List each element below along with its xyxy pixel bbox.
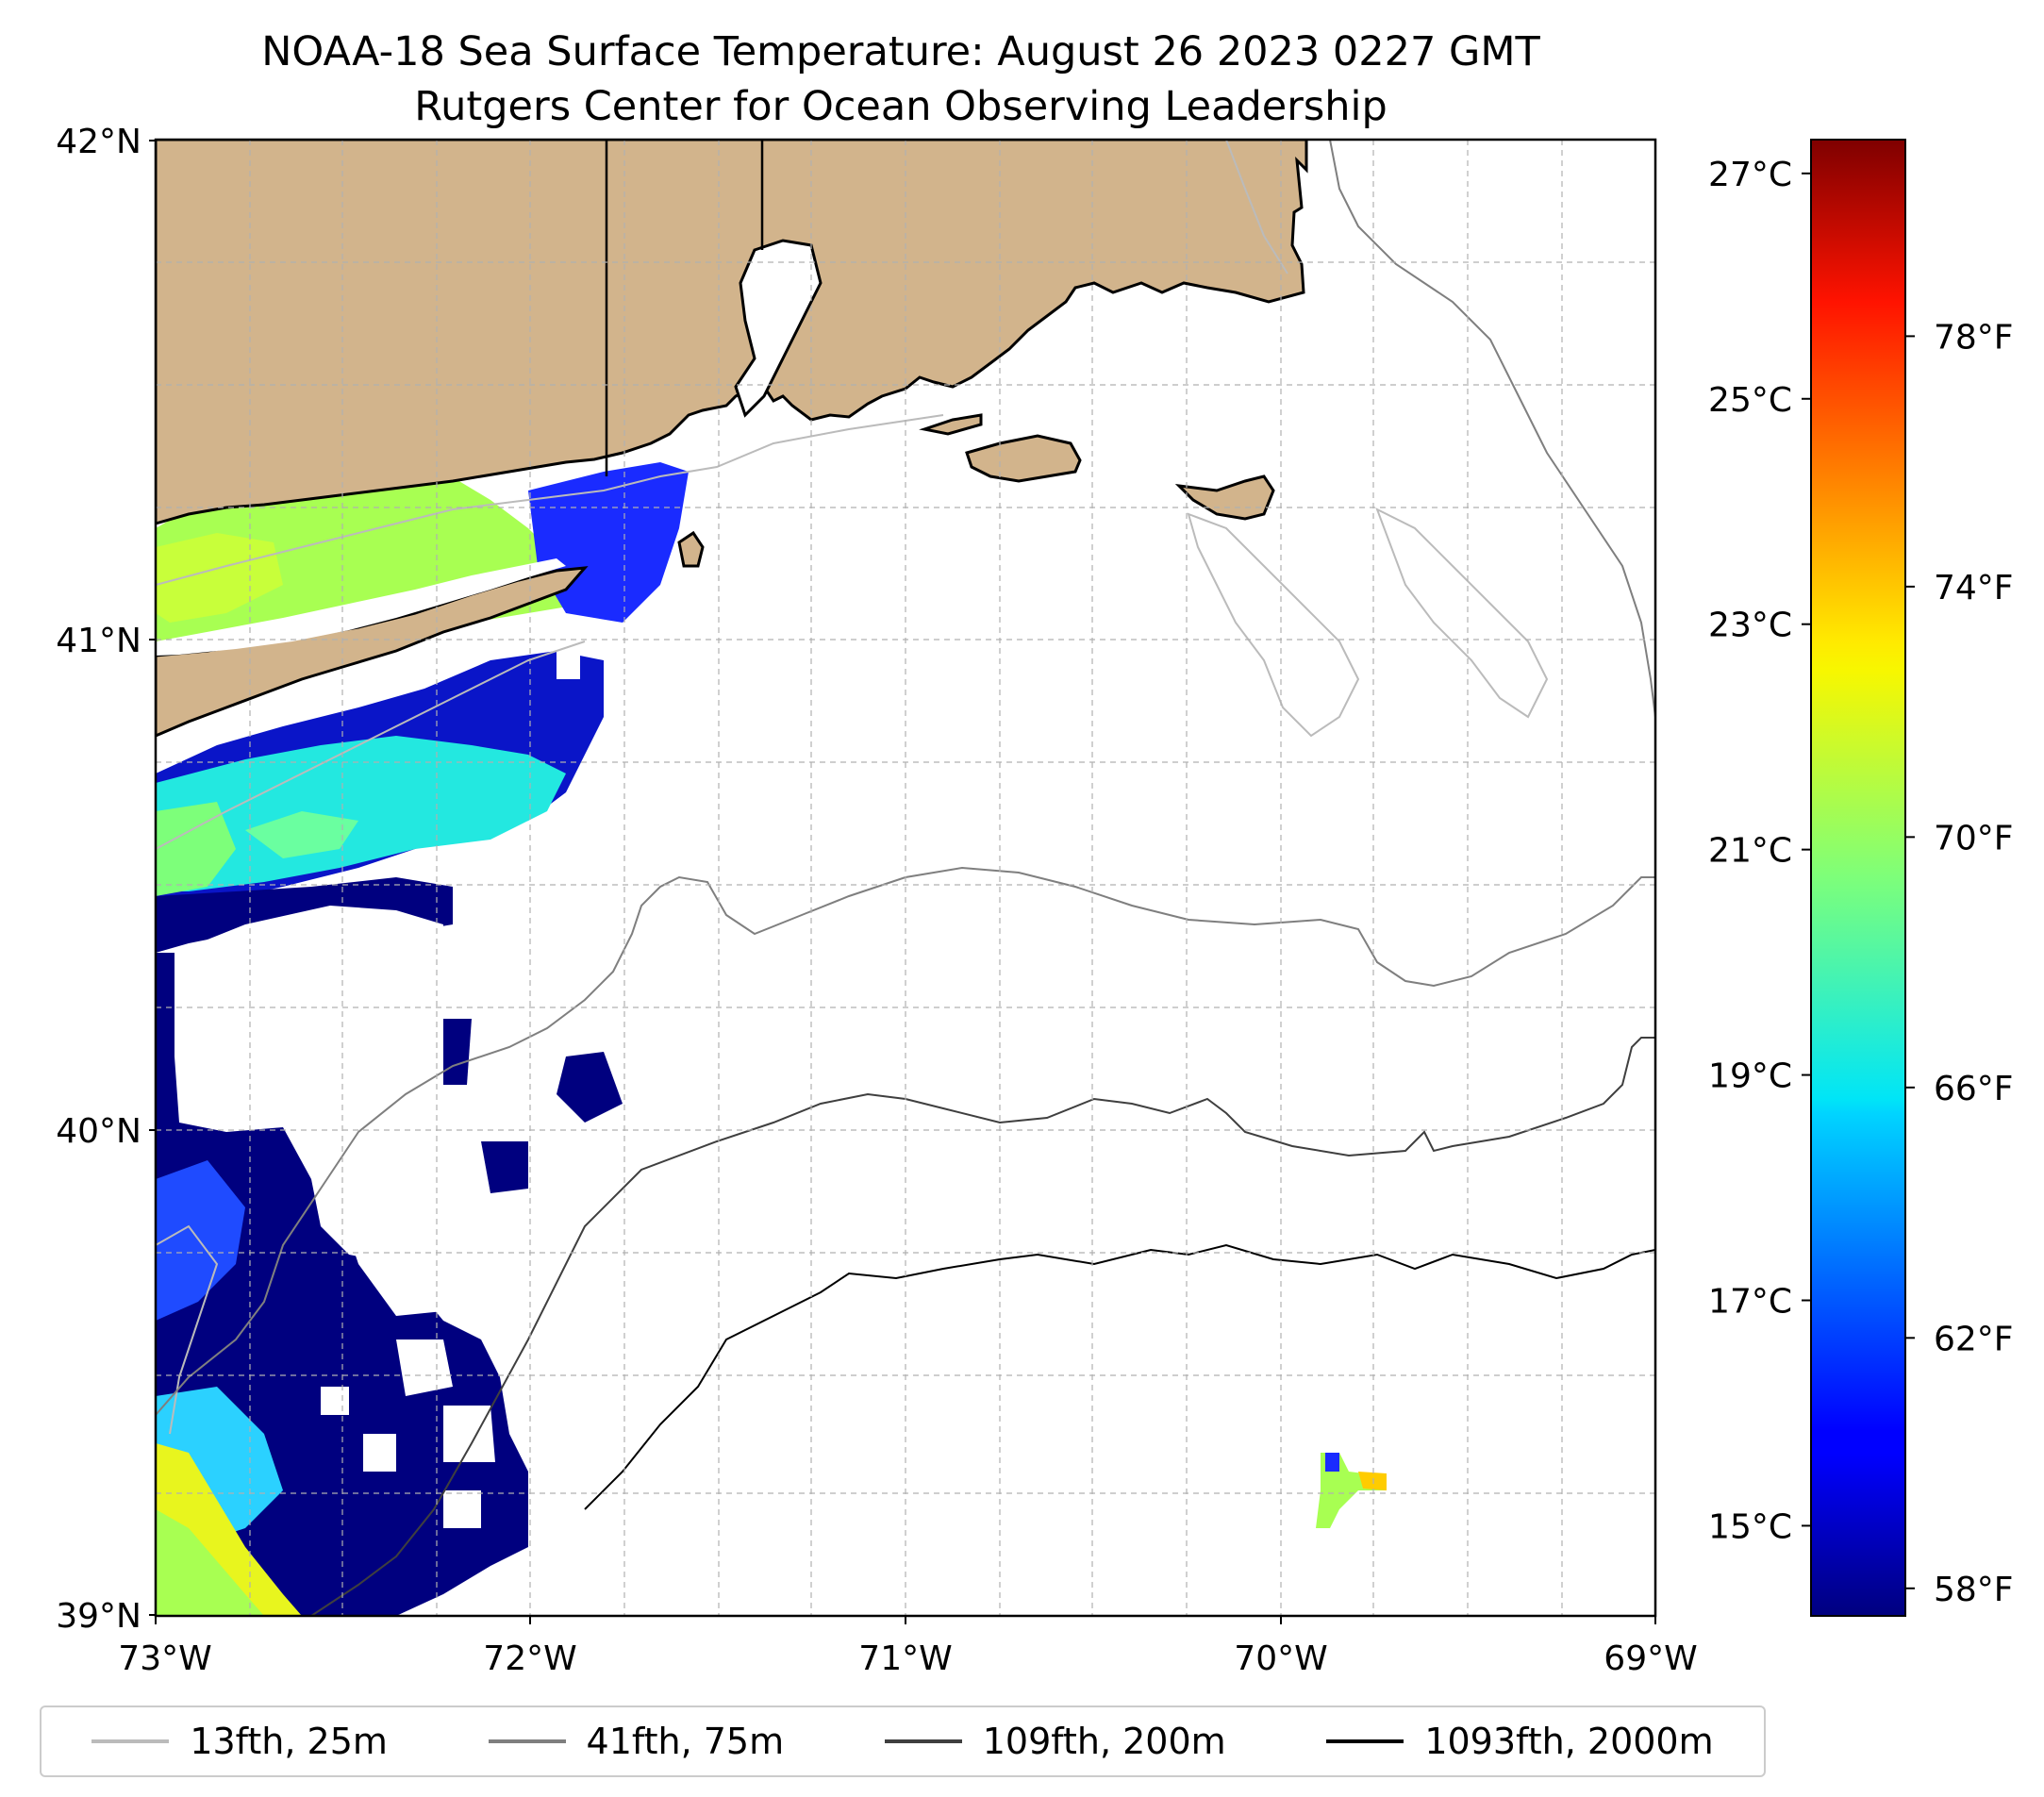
- cloud-gap-8: [557, 651, 580, 679]
- colorbar-celsius-label: 21°C: [1708, 832, 1792, 871]
- colorbar-celsius-label: 17°C: [1708, 1282, 1792, 1321]
- latitude-axis: 42°N 41°N 40°N 39°N: [56, 123, 156, 1636]
- legend-label-2000m: 1093fth, 2000m: [1424, 1721, 1714, 1762]
- land-layer: [156, 140, 1308, 738]
- colorbar-fahrenheit-label: 62°F: [1934, 1320, 2014, 1358]
- cloud-gap-3: [396, 1339, 453, 1396]
- cloud-gap-1: [174, 906, 443, 1132]
- sst-patch-isolated-3: [481, 1141, 528, 1193]
- colorbar-fahrenheit-label: 66°F: [1934, 1070, 2014, 1108]
- legend-swatch-2000m: [1326, 1739, 1404, 1743]
- sst-patch-offshore-ne-yellow: [1358, 1472, 1387, 1490]
- cloud-gap-6: [363, 1434, 396, 1472]
- contour-25m-nj: [156, 1224, 219, 1435]
- title-line-2: Rutgers Center for Ocean Observing Leade…: [414, 83, 1388, 130]
- colorbar-fahrenheit-axis: 78°F 74°F 70°F 66°F 62°F 58°F: [1905, 318, 2014, 1609]
- sst-patch-isolated-2: [443, 1019, 472, 1085]
- colorbar-gradient: [1810, 139, 1906, 1617]
- legend-label-25m: 13fth, 25m: [190, 1721, 388, 1762]
- land-martha-vineyard: [965, 434, 1082, 483]
- map-gridlines: [156, 140, 1655, 1616]
- land-new-england: [156, 140, 1308, 525]
- longitude-axis: 73°W 72°W 71°W 70°W 69°W: [118, 1616, 1698, 1678]
- lon-label-70w: 70°W: [1234, 1639, 1327, 1678]
- map-title: NOAA-18 Sea Surface Temperature: August …: [0, 25, 1802, 134]
- bathymetry-contours: [156, 140, 1655, 1616]
- legend-item-75m: 41fth, 75m: [488, 1721, 785, 1762]
- sst-patch-green-west: [156, 802, 236, 896]
- colorbar-celsius-label: 27°C: [1708, 156, 1792, 194]
- contour-25m-shelf: [1375, 507, 1549, 719]
- colorbar-celsius-label: 23°C: [1708, 607, 1792, 645]
- contour-2000m: [584, 1243, 1655, 1510]
- legend-swatch-75m: [488, 1739, 566, 1743]
- colorbar-celsius-label: 19°C: [1708, 1057, 1792, 1096]
- sst-patch-south-green: [156, 1509, 264, 1616]
- legend-item-200m: 109fth, 200m: [884, 1721, 1226, 1762]
- colorbar-fahrenheit-label: 74°F: [1934, 569, 2014, 607]
- land-block-island: [677, 530, 705, 568]
- colorbar-celsius-label: 25°C: [1708, 381, 1792, 420]
- lon-label-69w: 69°W: [1604, 1639, 1697, 1678]
- title-line-1: NOAA-18 Sea Surface Temperature: August …: [261, 28, 1540, 75]
- lat-label-39n: 39°N: [56, 1597, 141, 1636]
- colorbar-celsius-axis: 27°C 25°C 23°C 21°C 19°C 17°C 15°C: [1708, 156, 1811, 1546]
- lat-label-40n: 40°N: [56, 1112, 141, 1151]
- colorbar-celsius-label: 15°C: [1708, 1507, 1792, 1546]
- cloud-gap-7: [443, 1490, 481, 1528]
- legend-swatch-200m: [884, 1739, 962, 1743]
- legend-swatch-25m: [91, 1739, 170, 1743]
- lon-label-72w: 72°W: [483, 1639, 576, 1678]
- contour-25m-coast: [156, 414, 944, 586]
- sst-patch-lis-2: [156, 533, 283, 623]
- land-nantucket: [1174, 474, 1275, 521]
- lon-label-73w: 73°W: [118, 1639, 211, 1678]
- colorbar-fahrenheit-label: 78°F: [1934, 318, 2014, 357]
- state-borders: [605, 140, 764, 476]
- sst-patch-offshore-ne-blue: [1325, 1453, 1339, 1472]
- sst-patch-cyan-1: [156, 736, 566, 891]
- legend-label-75m: 41fth, 75m: [586, 1721, 785, 1762]
- colorbar-fahrenheit-label: 70°F: [1934, 819, 2014, 857]
- colorbar: 27°C 25°C 23°C 21°C 19°C 17°C 15°C 78°F 74°F 70°…: [1708, 139, 2014, 1617]
- lon-label-71w: 71°W: [858, 1639, 952, 1678]
- sst-patch-isolated-1: [557, 1052, 623, 1123]
- contour-75m: [156, 140, 1655, 1416]
- land-elizabeth-islands: [919, 413, 983, 436]
- legend-label-200m: 109fth, 200m: [982, 1721, 1226, 1762]
- contour-25m-li: [156, 641, 586, 850]
- lis-water: [156, 558, 566, 656]
- legend-item-2000m: 1093fth, 2000m: [1326, 1721, 1714, 1762]
- cloud-gap-5: [443, 1406, 495, 1462]
- contour-25m-capecod: [1225, 140, 1288, 275]
- cloud-gap-4: [321, 1387, 349, 1415]
- legend-item-25m: 13fth, 25m: [91, 1721, 388, 1762]
- colorbar-fahrenheit-label: 58°F: [1934, 1571, 2014, 1609]
- lat-label-41n: 41°N: [56, 622, 141, 660]
- bathymetry-legend: 13fth, 25m 41fth, 75m 109fth, 200m 1093f…: [40, 1705, 1766, 1777]
- cloud-gap-2: [340, 1146, 490, 1316]
- sst-patch-cyan-2: [245, 811, 358, 858]
- contour-25m-nantucket: [1187, 512, 1360, 738]
- lat-label-42n: 42°N: [56, 123, 141, 161]
